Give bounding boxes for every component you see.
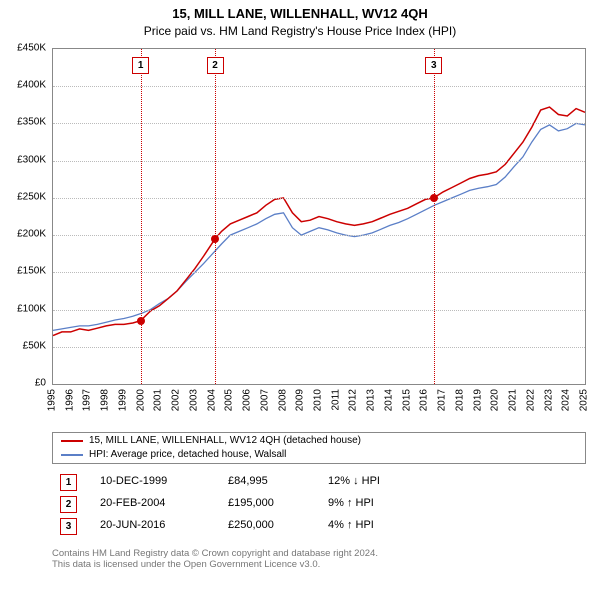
- x-tick-label: 2025: [579, 389, 590, 411]
- series-svg: [53, 49, 585, 384]
- y-tick-label: £400K: [0, 80, 46, 91]
- annotation-price: £250,000: [228, 519, 274, 531]
- y-tick-label: £350K: [0, 117, 46, 128]
- x-tick-label: 2008: [277, 389, 288, 411]
- event-dot: [430, 194, 438, 202]
- x-tick-label: 1996: [64, 389, 75, 411]
- annotation-date: 20-FEB-2004: [100, 497, 165, 509]
- chart-title-line1: 15, MILL LANE, WILLENHALL, WV12 4QH: [0, 6, 600, 21]
- y-tick-label: £100K: [0, 303, 46, 314]
- legend-swatch: [61, 440, 83, 442]
- x-tick-label: 2012: [348, 389, 359, 411]
- x-tick-label: 1997: [82, 389, 93, 411]
- event-line: [141, 49, 142, 384]
- x-tick-label: 1998: [100, 389, 111, 411]
- x-tick-label: 2009: [295, 389, 306, 411]
- y-tick-label: £0: [0, 378, 46, 389]
- x-tick-label: 2013: [366, 389, 377, 411]
- event-marker-box: 3: [425, 57, 442, 74]
- plot-area: [52, 48, 586, 385]
- x-tick-label: 1995: [47, 389, 58, 411]
- y-gridline: [53, 347, 585, 348]
- event-marker-box: 2: [207, 57, 224, 74]
- x-tick-label: 2006: [242, 389, 253, 411]
- annotation-marker-box: 2: [60, 496, 77, 513]
- event-line: [434, 49, 435, 384]
- x-tick-label: 2018: [454, 389, 465, 411]
- x-tick-label: 2005: [224, 389, 235, 411]
- y-gridline: [53, 235, 585, 236]
- y-tick-label: £50K: [0, 340, 46, 351]
- event-dot: [211, 235, 219, 243]
- y-tick-label: £300K: [0, 154, 46, 165]
- y-gridline: [53, 123, 585, 124]
- chart-title-line2: Price paid vs. HM Land Registry's House …: [0, 24, 600, 38]
- y-gridline: [53, 161, 585, 162]
- x-tick-label: 2020: [490, 389, 501, 411]
- series-red: [53, 107, 585, 336]
- x-tick-label: 1999: [117, 389, 128, 411]
- y-tick-label: £450K: [0, 43, 46, 54]
- series-blue: [53, 123, 585, 330]
- y-gridline: [53, 310, 585, 311]
- legend-item: 15, MILL LANE, WILLENHALL, WV12 4QH (det…: [61, 435, 361, 446]
- annotation-marker-box: 1: [60, 474, 77, 491]
- x-tick-label: 2016: [419, 389, 430, 411]
- footnote: Contains HM Land Registry data © Crown c…: [52, 548, 378, 570]
- x-tick-label: 2007: [259, 389, 270, 411]
- annotation-pct: 12% ↓ HPI: [328, 475, 380, 487]
- annotation-pct: 4% ↑ HPI: [328, 519, 374, 531]
- event-marker-box: 1: [132, 57, 149, 74]
- legend-item: HPI: Average price, detached house, Wals…: [61, 449, 286, 460]
- x-tick-label: 2010: [313, 389, 324, 411]
- x-tick-label: 2022: [525, 389, 536, 411]
- x-tick-label: 2014: [383, 389, 394, 411]
- y-gridline: [53, 198, 585, 199]
- annotation-date: 10-DEC-1999: [100, 475, 167, 487]
- x-tick-label: 2000: [135, 389, 146, 411]
- annotation-price: £84,995: [228, 475, 268, 487]
- x-tick-label: 2015: [401, 389, 412, 411]
- x-tick-label: 2023: [543, 389, 554, 411]
- legend-box: 15, MILL LANE, WILLENHALL, WV12 4QH (det…: [52, 432, 586, 464]
- annotation-marker-box: 3: [60, 518, 77, 535]
- event-dot: [137, 317, 145, 325]
- x-tick-label: 2011: [330, 389, 341, 411]
- y-tick-label: £200K: [0, 229, 46, 240]
- y-gridline: [53, 86, 585, 87]
- x-tick-label: 2019: [472, 389, 483, 411]
- y-tick-label: £150K: [0, 266, 46, 277]
- legend-label: HPI: Average price, detached house, Wals…: [89, 449, 286, 460]
- x-tick-label: 2004: [206, 389, 217, 411]
- x-tick-label: 2024: [561, 389, 572, 411]
- y-tick-label: £250K: [0, 191, 46, 202]
- x-tick-label: 2017: [437, 389, 448, 411]
- x-tick-label: 2003: [188, 389, 199, 411]
- annotation-pct: 9% ↑ HPI: [328, 497, 374, 509]
- x-tick-label: 2001: [153, 389, 164, 411]
- x-tick-label: 2002: [171, 389, 182, 411]
- annotation-price: £195,000: [228, 497, 274, 509]
- annotation-date: 20-JUN-2016: [100, 519, 165, 531]
- legend-swatch: [61, 454, 83, 456]
- event-line: [215, 49, 216, 384]
- legend-label: 15, MILL LANE, WILLENHALL, WV12 4QH (det…: [89, 435, 361, 446]
- y-gridline: [53, 272, 585, 273]
- x-tick-label: 2021: [508, 389, 519, 411]
